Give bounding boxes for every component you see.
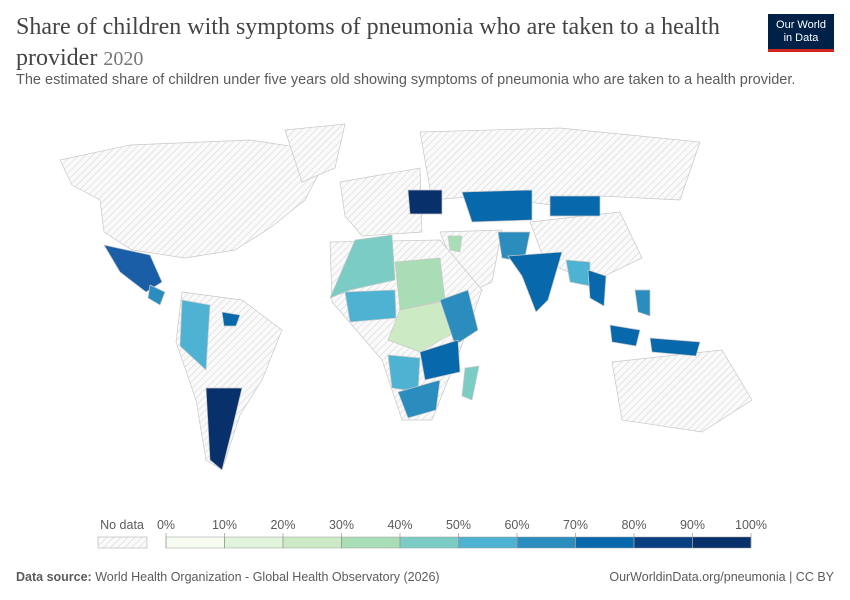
legend-bin (516, 536, 576, 549)
country[interactable] (549, 195, 601, 217)
country[interactable] (397, 379, 441, 419)
country[interactable] (461, 365, 480, 401)
legend-tick-label: 90% (680, 518, 705, 532)
country[interactable] (447, 235, 463, 253)
legend-tick-label: 50% (446, 518, 471, 532)
country[interactable] (609, 324, 641, 347)
legend-tick-label: 60% (504, 518, 529, 532)
legend-tick-label: 40% (387, 518, 412, 532)
country[interactable] (344, 289, 397, 323)
legend-bin (458, 536, 518, 549)
country[interactable] (205, 387, 243, 471)
no-data-label: No data (100, 518, 144, 532)
legend-bin (633, 536, 693, 549)
country[interactable] (507, 251, 563, 313)
country[interactable] (649, 337, 701, 357)
legend-tick-label: 100% (735, 518, 767, 532)
country[interactable] (179, 299, 211, 371)
legend-bin (341, 536, 401, 549)
legend-bin (692, 536, 752, 549)
source-label: Data source: (16, 570, 92, 584)
legend-tick-label: 0% (157, 518, 175, 532)
legend-tick-label: 80% (621, 518, 646, 532)
title-year: 2020 (103, 48, 144, 70)
legend-bin (165, 536, 225, 549)
country[interactable] (461, 189, 533, 223)
legend-bin (224, 536, 284, 549)
source-text: World Health Organization - Global Healt… (95, 570, 440, 584)
no-data-swatch (97, 536, 148, 549)
country[interactable] (587, 269, 607, 307)
greenland[interactable] (284, 123, 346, 183)
russia[interactable] (419, 127, 701, 207)
country[interactable] (387, 354, 421, 393)
title: Share of children with symptoms of pneum… (16, 12, 746, 75)
country[interactable] (407, 189, 443, 215)
source: Data source: World Health Organization -… (16, 570, 440, 584)
country[interactable] (329, 234, 396, 299)
australia[interactable] (611, 349, 753, 433)
legend-tick-label: 20% (270, 518, 295, 532)
legend-tick-label: 70% (563, 518, 588, 532)
link[interactable]: OurWorldinData.org/pneumonia | CC BY (609, 570, 834, 584)
country[interactable] (634, 289, 651, 317)
legend-bin (575, 536, 635, 549)
legend-tick-label: 10% (212, 518, 237, 532)
legend-bin (399, 536, 459, 549)
country[interactable] (221, 311, 241, 327)
country[interactable] (419, 339, 461, 381)
subtitle: The estimated share of children under fi… (16, 72, 796, 88)
country[interactable] (565, 259, 591, 287)
europe[interactable] (339, 167, 423, 237)
logo-line: in Data (783, 32, 819, 44)
title-text: Share of children with symptoms of pneum… (16, 14, 720, 71)
countries (59, 123, 753, 471)
legend-bin (282, 536, 342, 549)
legend: 0% 10% 20% 30% 40% 50% 60% 70% 80% 90% 100% (157, 518, 767, 549)
country[interactable] (147, 284, 166, 306)
north-america[interactable] (59, 139, 331, 259)
legend-tick-label: 30% (329, 518, 354, 532)
logo-line: Our World (776, 19, 826, 31)
logo[interactable]: Our World in Data (768, 14, 834, 52)
country[interactable] (439, 289, 479, 346)
